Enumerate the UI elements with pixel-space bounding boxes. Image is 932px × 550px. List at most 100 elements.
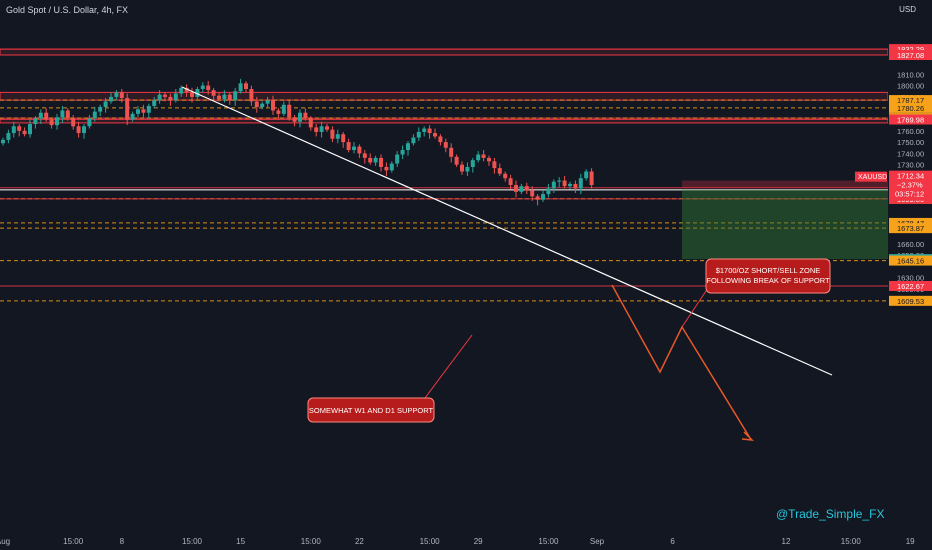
candle <box>98 104 103 117</box>
candle-body <box>335 134 340 139</box>
candle <box>492 157 497 174</box>
candle-body <box>276 110 281 114</box>
downtrend-line <box>181 86 833 376</box>
candle-body <box>524 186 529 191</box>
candle-body <box>49 119 54 126</box>
y-tick-label: 1730.00 <box>897 161 924 170</box>
candle-body <box>217 95 221 100</box>
candle-body <box>476 154 481 161</box>
candle-body <box>303 112 308 119</box>
candle-body <box>60 110 65 118</box>
candle <box>163 92 167 102</box>
candle-body <box>222 94 227 100</box>
candle <box>476 151 481 163</box>
candle <box>427 125 432 139</box>
callout-pointer-support <box>421 334 473 403</box>
candle <box>287 100 292 121</box>
price-tag-value: 1645.16 <box>897 257 924 266</box>
candle-body <box>152 100 157 106</box>
candle <box>541 190 545 202</box>
symbol-title[interactable]: Gold Spot / U.S. Dollar, 4h, FX <box>6 5 129 15</box>
time-axis-bg <box>0 530 932 550</box>
price-tag-bg <box>889 44 932 55</box>
candle-body <box>411 137 416 144</box>
candle-body <box>173 93 178 101</box>
candle-body <box>103 101 108 108</box>
candle <box>82 124 86 139</box>
candle <box>244 81 248 93</box>
candle-body <box>319 126 324 132</box>
candle-body <box>449 147 454 157</box>
candle-body <box>514 185 518 192</box>
candle-body <box>211 90 216 96</box>
candle <box>400 145 405 160</box>
x-tick-label: 19 <box>906 537 915 546</box>
price-tag-bg <box>889 217 932 228</box>
candle <box>373 155 378 166</box>
candle <box>535 194 540 206</box>
candle-body <box>368 157 373 163</box>
candle-body <box>287 104 292 118</box>
candle-body <box>352 146 356 151</box>
candle <box>314 124 319 137</box>
candle-body <box>443 142 448 148</box>
candle <box>119 88 124 103</box>
y-tick-label: 1750.00 <box>897 138 924 147</box>
last-price-bg <box>889 170 932 201</box>
x-tick-label: 15:00 <box>420 537 441 546</box>
candle <box>411 134 416 146</box>
candle-body <box>233 91 238 101</box>
stop-zone <box>682 180 888 188</box>
candle <box>449 143 454 163</box>
candle <box>260 101 265 110</box>
candle-body <box>136 109 140 114</box>
candle-body <box>308 118 313 128</box>
candle <box>551 179 556 193</box>
candle <box>28 119 32 138</box>
candle <box>389 161 394 173</box>
candle-body <box>346 142 351 151</box>
candle <box>406 140 410 156</box>
candle-body <box>508 178 513 186</box>
candle-body <box>28 124 32 135</box>
candle <box>352 142 356 154</box>
candle-body <box>130 113 135 120</box>
candle-body <box>157 94 162 101</box>
candle <box>49 117 54 129</box>
candle <box>308 116 313 131</box>
candle-body <box>481 154 486 158</box>
candle-body <box>168 96 173 101</box>
candle <box>514 180 518 198</box>
price-tag-bg <box>889 114 932 125</box>
y-tick-label: 1810.00 <box>897 70 924 79</box>
candle-body <box>503 173 508 179</box>
candle-body <box>87 118 92 127</box>
candle <box>152 96 157 109</box>
candle <box>71 114 76 130</box>
projected-path <box>611 284 751 439</box>
candle <box>265 96 270 108</box>
candle <box>233 87 238 106</box>
price-tag: 1769.98 <box>889 114 932 125</box>
candle <box>330 126 335 143</box>
x-tick-label: 8 <box>120 537 125 546</box>
candle-body <box>76 126 81 134</box>
candle <box>168 93 173 106</box>
x-tick-label: 15:00 <box>63 537 84 546</box>
candle-body <box>244 83 248 89</box>
candle <box>508 174 513 190</box>
price-tag-bg <box>889 280 932 291</box>
candle-body <box>200 85 205 89</box>
candle-body <box>184 87 189 93</box>
candle-body <box>395 154 400 164</box>
candle-body <box>389 163 394 171</box>
candle <box>76 121 81 138</box>
candle-body <box>568 183 572 187</box>
price-tag-bg <box>889 102 932 113</box>
candle <box>276 108 281 120</box>
candle-body <box>190 92 194 97</box>
x-tick-label: 12 <box>782 537 791 546</box>
candle <box>87 114 92 129</box>
